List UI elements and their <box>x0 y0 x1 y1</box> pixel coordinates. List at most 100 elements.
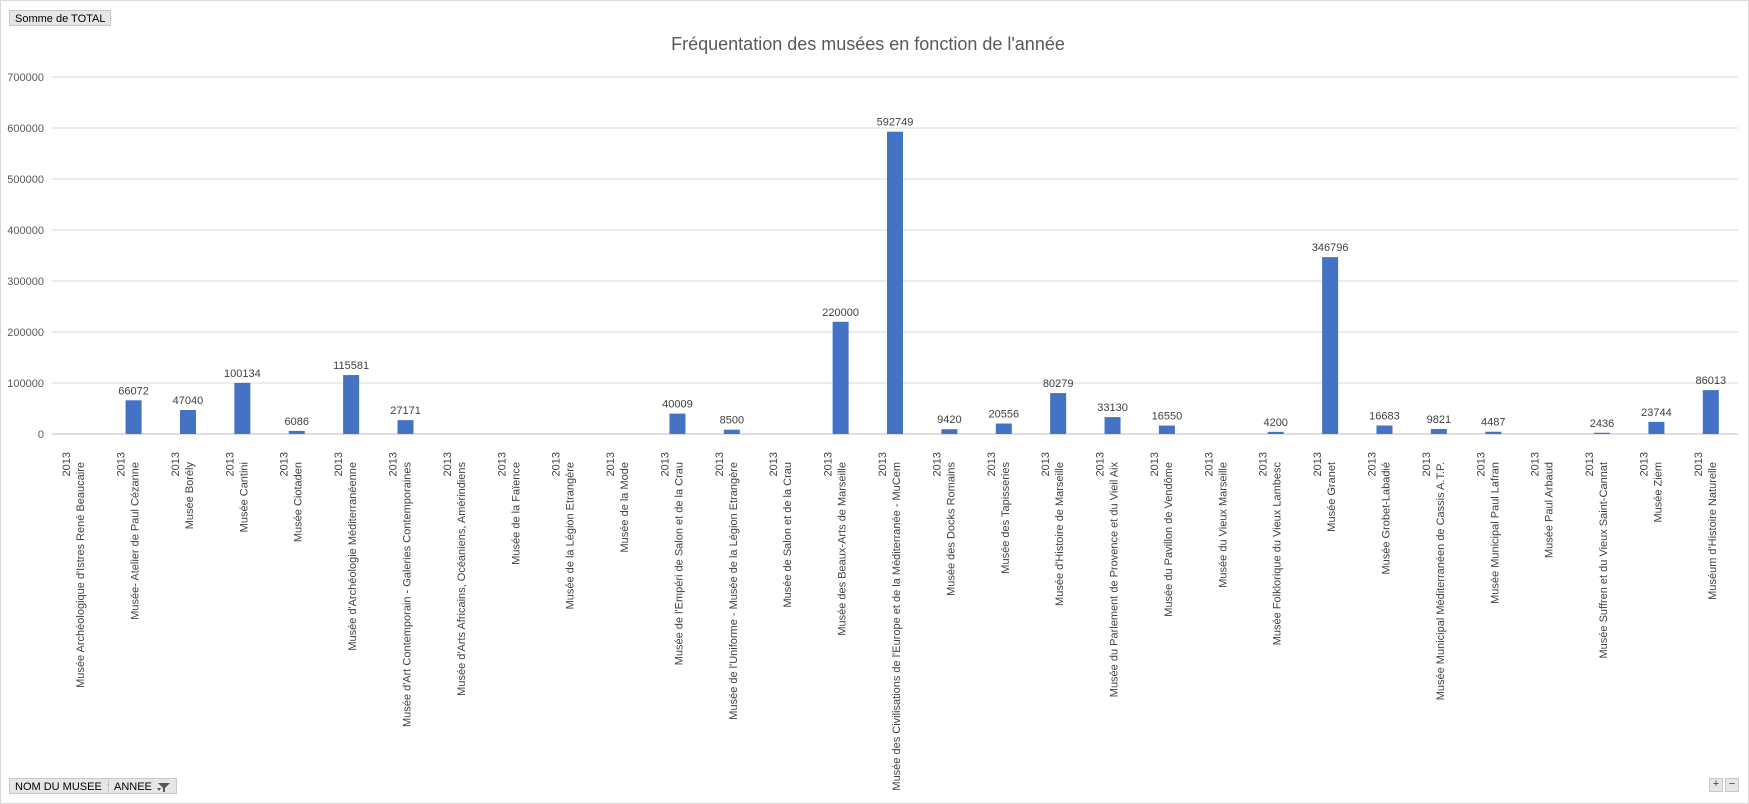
category-year-label: 2013 <box>1203 452 1215 476</box>
category-label-group: 2013 Musée Ciotaden <box>279 452 305 542</box>
category-year-label: 2013 <box>170 452 182 476</box>
category-label-group: 2013 Musée de l'Uniforme - Musée de la Lé… <box>714 452 740 720</box>
data-label: 2436 <box>1590 418 1614 430</box>
filter-icon <box>156 782 170 792</box>
category-year-label: 2013 <box>1530 452 1542 476</box>
data-label: 16683 <box>1369 410 1400 422</box>
chart-title: Fréquentation des musées en fonction de … <box>671 34 1065 54</box>
category-name-label: Musée Folklorique du Vieux Lambesc <box>1272 462 1284 646</box>
category-label-group: 2013 Musée des Tapisseries <box>986 452 1012 574</box>
data-label: 86013 <box>1696 375 1727 387</box>
category-name-label: Musée Granet <box>1326 462 1338 532</box>
zoom-in-button[interactable]: + <box>1709 778 1723 792</box>
category-year-label: 2013 <box>1584 452 1596 476</box>
bar <box>1430 428 1447 434</box>
bar <box>1050 393 1067 434</box>
y-tick-label: 300000 <box>7 276 44 288</box>
category-name-label: Musée de la Légion Etrangère <box>565 462 577 609</box>
data-label: 16550 <box>1152 411 1183 423</box>
category-year-label: 2013 <box>768 452 780 476</box>
bar <box>1322 257 1339 434</box>
category-year-label: 2013 <box>1638 452 1650 476</box>
bar <box>179 410 196 434</box>
data-label: 6086 <box>284 416 308 428</box>
category-name-label: Musée de Salon et de la Crau <box>782 462 794 608</box>
bar <box>125 400 142 434</box>
category-label-group: 2013 Musée d'Art Contemporain - Galeries … <box>388 452 414 727</box>
category-name-label: Musée du Vieux Marseille <box>1217 462 1229 588</box>
category-label-group: 2013 Musée Municipal Méditerranéen de Cas… <box>1421 452 1447 700</box>
category-label-group: 2013 Musée du Vieux Marseille <box>1203 452 1229 588</box>
bar <box>887 131 903 435</box>
category-year-label: 2013 <box>714 452 726 476</box>
data-label: 47040 <box>173 395 204 407</box>
category-label-group: 2013 Musée Borély <box>170 452 196 529</box>
data-label: 80279 <box>1043 378 1074 390</box>
category-label-group: 2013 Musée Municipal Paul Lafran <box>1475 452 1501 604</box>
data-label: 23744 <box>1641 407 1672 419</box>
bar <box>669 413 686 434</box>
data-label: 100134 <box>224 368 261 380</box>
y-tick-label: 400000 <box>7 225 44 237</box>
category-year-label: 2013 <box>605 452 617 476</box>
bar <box>1485 431 1502 434</box>
category-year-label: 2013 <box>333 452 345 476</box>
category-name-label: Musée- Atelier de Paul Cézanne <box>130 462 142 620</box>
category-name-label: Musée Cantini <box>238 462 250 532</box>
bar <box>995 423 1012 434</box>
x-axis-categories: 2013 Musée Archéologique d'Istres René Be… <box>61 452 1719 791</box>
category-label-group: 2013 Musée de Salon et de la Crau <box>768 452 794 608</box>
category-name-label: Musée d'Art Contemporain - Galeries Cont… <box>402 462 414 727</box>
category-label-group: 2013 Musée de la Mode <box>605 452 631 553</box>
value-field-button[interactable]: Somme de TOTAL <box>9 10 112 26</box>
bar <box>343 375 360 434</box>
zoom-out-button[interactable]: − <box>1725 778 1739 792</box>
category-year-label: 2013 <box>442 452 454 476</box>
category-label-group: 2013 Musée de la Légion Etrangère <box>551 452 577 609</box>
data-label: 66072 <box>118 385 149 397</box>
category-name-label: Musée Borély <box>184 462 196 530</box>
category-name-label: Musée de l'Uniforme - Musée de la Légion… <box>728 462 740 720</box>
category-name-label: Musée des Tapisseries <box>1000 462 1012 574</box>
category-year-label: 2013 <box>279 452 291 476</box>
y-tick-label: 100000 <box>7 378 44 390</box>
bar <box>1104 417 1121 434</box>
category-year-label: 2013 <box>1095 452 1107 476</box>
data-label: 220000 <box>822 307 859 319</box>
category-label-group: 2013 Musée du Pavillon de Vendôme <box>1149 452 1175 617</box>
category-name-label: Musée de la Faïence <box>510 462 522 565</box>
bar <box>397 420 414 434</box>
category-name-label: Musée des Civilisations de l'Europe et d… <box>891 462 903 791</box>
data-label: 4487 <box>1481 417 1505 429</box>
data-label: 4200 <box>1263 417 1287 429</box>
bar <box>1702 390 1719 434</box>
category-name-label: Muséum d'Histoire Naturelle <box>1707 462 1719 600</box>
category-year-label: 2013 <box>388 452 400 476</box>
category-label-group: 2013 Musée Suffren et du Vieux Saint-Cann… <box>1584 452 1610 659</box>
category-name-label: Musée Ciotaden <box>293 462 305 542</box>
category-label-group: 2013 Musée Granet <box>1312 452 1338 532</box>
category-label-group: 2013 Musée- Atelier de Paul Cézanne <box>116 452 142 620</box>
category-label-group: 2013 Musée Cantini <box>224 452 250 532</box>
category-name-label: Musée du Pavillon de Vendôme <box>1163 462 1175 617</box>
bar <box>1267 431 1284 434</box>
category-label-group: 2013 Musée Ziem <box>1638 452 1664 523</box>
category-name-label: Musée du Parlement de Provence et du Vie… <box>1109 462 1121 698</box>
axis-field-button-annee[interactable]: ANNEE <box>108 778 177 794</box>
category-year-label: 2013 <box>1149 452 1161 476</box>
category-year-label: 2013 <box>659 452 671 476</box>
category-year-label: 2013 <box>224 452 236 476</box>
bar <box>832 321 849 434</box>
data-label: 592749 <box>877 117 914 129</box>
data-label: 27171 <box>390 405 421 417</box>
data-label: 33130 <box>1097 402 1128 414</box>
category-year-label: 2013 <box>986 452 998 476</box>
y-tick-label: 500000 <box>7 174 44 186</box>
bar <box>723 429 740 434</box>
category-name-label: Musée Suffren et du Vieux Saint-Cannat <box>1598 462 1610 659</box>
y-tick-label: 0 <box>38 429 44 441</box>
category-year-label: 2013 <box>1366 452 1378 476</box>
axis-field-button-musee[interactable]: NOM DU MUSEE▼ <box>9 778 120 794</box>
category-year-label: 2013 <box>823 452 835 476</box>
bar <box>941 429 958 434</box>
